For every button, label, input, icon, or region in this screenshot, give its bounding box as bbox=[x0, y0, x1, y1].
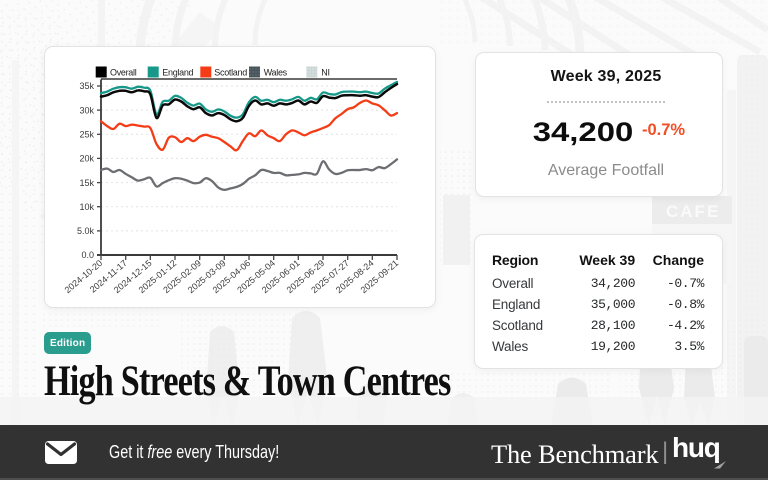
svg-text:20k: 20k bbox=[79, 154, 94, 164]
svg-text:15k: 15k bbox=[79, 178, 94, 188]
svg-text:5.0k: 5.0k bbox=[77, 226, 95, 236]
svg-text:England: England bbox=[162, 68, 193, 78]
svg-text:30k: 30k bbox=[79, 105, 94, 115]
svg-text:NI: NI bbox=[321, 68, 329, 78]
svg-text:35k: 35k bbox=[79, 81, 94, 91]
svg-text:Wales: Wales bbox=[264, 68, 288, 78]
svg-text:Scotland: Scotland bbox=[214, 68, 247, 78]
svg-text:25k: 25k bbox=[79, 130, 94, 140]
svg-text:Overall: Overall bbox=[110, 68, 137, 78]
svg-text:CAFE: CAFE bbox=[666, 202, 720, 221]
svg-text:0.0: 0.0 bbox=[81, 250, 94, 260]
svg-text:10k: 10k bbox=[79, 202, 94, 212]
